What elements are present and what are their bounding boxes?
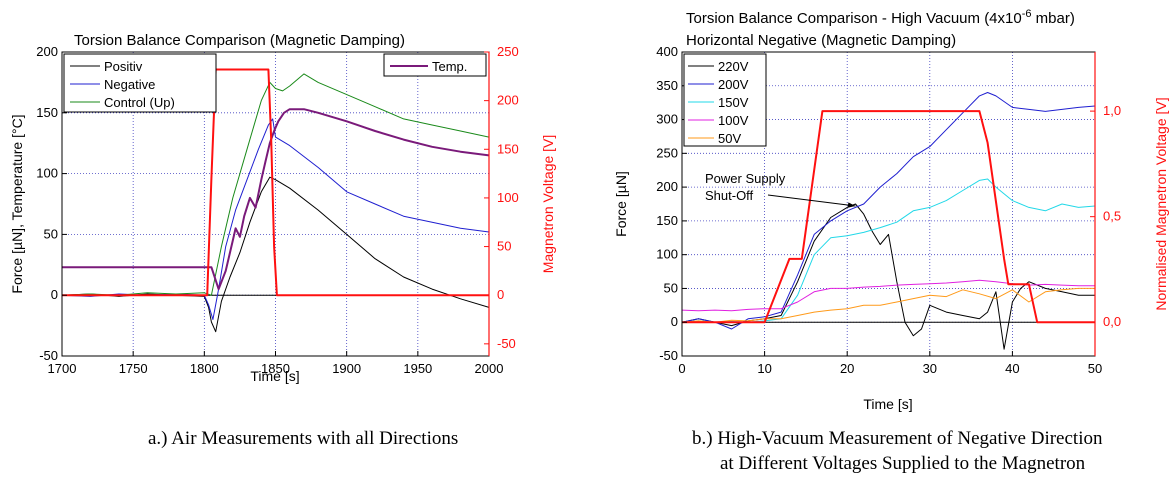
annotation-line2: Shut-Off <box>705 188 754 203</box>
caption-b-line2: at Different Voltages Supplied to the Ma… <box>720 453 1086 474</box>
y-tick-label: 100 <box>36 166 58 181</box>
annotation-arrowhead <box>847 202 856 208</box>
x-tick-label: 1850 <box>261 361 290 376</box>
chart-b-legend: 220V 200V 150V 100V 50V <box>683 53 767 147</box>
chart-a-legend-right: Temp. <box>383 53 487 77</box>
y2-tick-label: 250 <box>497 44 519 59</box>
series-line-200v <box>681 92 1096 330</box>
y-tick-label: -50 <box>39 348 58 363</box>
y2-tick-label: 0 <box>497 287 504 302</box>
y2-tick-label: 50 <box>497 239 511 254</box>
chart-a-ylabel: Force [µN], Temperature [°C] <box>9 114 25 293</box>
y2-tick-label: 1,0 <box>1103 103 1121 118</box>
legend-label-100v: 100V <box>718 113 749 128</box>
y-tick-label: 100 <box>656 247 678 262</box>
x-tick-label: 0 <box>678 361 685 376</box>
legend-label-220v: 220V <box>718 59 749 74</box>
x-tick-label: 1700 <box>48 361 77 376</box>
x-tick-label: 10 <box>757 361 771 376</box>
chart-b-xlabel: Time [s] <box>863 396 912 412</box>
y2-tick-label: 200 <box>497 93 519 108</box>
chart-a: Torsion Balance Comparison (Magnetic Dam… <box>9 32 556 384</box>
series-line-50v <box>681 287 1095 323</box>
y2-tick-label: 150 <box>497 141 519 156</box>
y-tick-label: 250 <box>656 145 678 160</box>
chart-b-ylabel: Force [µN] <box>613 171 629 237</box>
legend-label-control: Control (Up) <box>104 95 175 110</box>
y2-tick-label: -50 <box>497 336 516 351</box>
y-tick-label: 50 <box>44 226 58 241</box>
y2-tick-label: 100 <box>497 190 519 205</box>
y2-tick-label: 0,5 <box>1103 209 1121 224</box>
x-tick-label: 30 <box>923 361 937 376</box>
x-tick-label: 40 <box>1005 361 1019 376</box>
caption-a: a.) Air Measurements with all Directions <box>148 428 458 449</box>
chart-a-legend-temp-box <box>383 53 487 77</box>
series-line-voltage <box>62 68 489 297</box>
series-line-220v <box>681 203 1095 350</box>
chart-b-subtitle: Horizontal Negative (Magnetic Damping) <box>686 32 956 49</box>
chart-b-annotation: Power Supply Shut-Off <box>705 171 856 208</box>
chart-a-legend-left: Positiv Negative Control (Up) <box>63 53 217 113</box>
y-tick-label: 0 <box>671 314 678 329</box>
chart-a-title: Torsion Balance Comparison (Magnetic Dam… <box>74 32 405 49</box>
y-tick-label: 150 <box>656 213 678 228</box>
y-tick-label: 200 <box>656 179 678 194</box>
chart-b-title: Torsion Balance Comparison - High Vacuum… <box>686 8 1075 27</box>
chart-b-legend-box <box>683 53 767 147</box>
chart-b-ticks: 0 10 20 30 40 50-500501001502002503003504000,… <box>656 44 1121 376</box>
y2-tick-label: 0,0 <box>1103 314 1121 329</box>
series-line-temp <box>62 108 490 291</box>
x-tick-label: 1750 <box>119 361 148 376</box>
x-tick-label: 1950 <box>403 361 432 376</box>
legend-label-temp: Temp. <box>432 59 467 74</box>
chart-b-series <box>681 92 1096 350</box>
legend-label-positiv: Positiv <box>104 59 143 74</box>
annotation-line1: Power Supply <box>705 171 786 186</box>
x-tick-label: 20 <box>840 361 854 376</box>
x-tick-label: 1800 <box>190 361 219 376</box>
y-tick-label: 150 <box>36 105 58 120</box>
caption-b-line1: b.) High-Vacuum Measurement of Negative … <box>692 428 1103 449</box>
chart-a-y2label: Magnetron Voltage [V] <box>540 135 556 274</box>
y-tick-label: 0 <box>51 287 58 302</box>
x-tick-label: 1900 <box>332 361 361 376</box>
chart-a-xlabel: Time [s] <box>250 368 299 384</box>
y-tick-label: 50 <box>664 280 678 295</box>
series-line-voltage <box>682 110 1095 324</box>
annotation-arrow <box>767 194 856 207</box>
legend-label-negative: Negative <box>104 77 155 92</box>
chart-a-ticks: 1700 1750 1800 1850 1900 1950 2000-50050100150… <box>36 44 518 376</box>
legend-label-150v: 150V <box>718 95 749 110</box>
legend-label-50v: 50V <box>718 131 741 146</box>
y-tick-label: -50 <box>659 348 678 363</box>
chart-a-series <box>61 68 490 333</box>
y-tick-label: 400 <box>656 44 678 59</box>
chart-b: Torsion Balance Comparison - High Vacuum… <box>613 8 1169 412</box>
y-tick-label: 350 <box>656 78 678 93</box>
x-tick-label: 2000 <box>475 361 504 376</box>
y-tick-label: 300 <box>656 112 678 127</box>
x-tick-label: 50 <box>1088 361 1102 376</box>
y-tick-label: 200 <box>36 44 58 59</box>
legend-label-200v: 200V <box>718 77 749 92</box>
chart-b-y2label: Normalised Magnetron Voltage [V] <box>1153 97 1169 310</box>
